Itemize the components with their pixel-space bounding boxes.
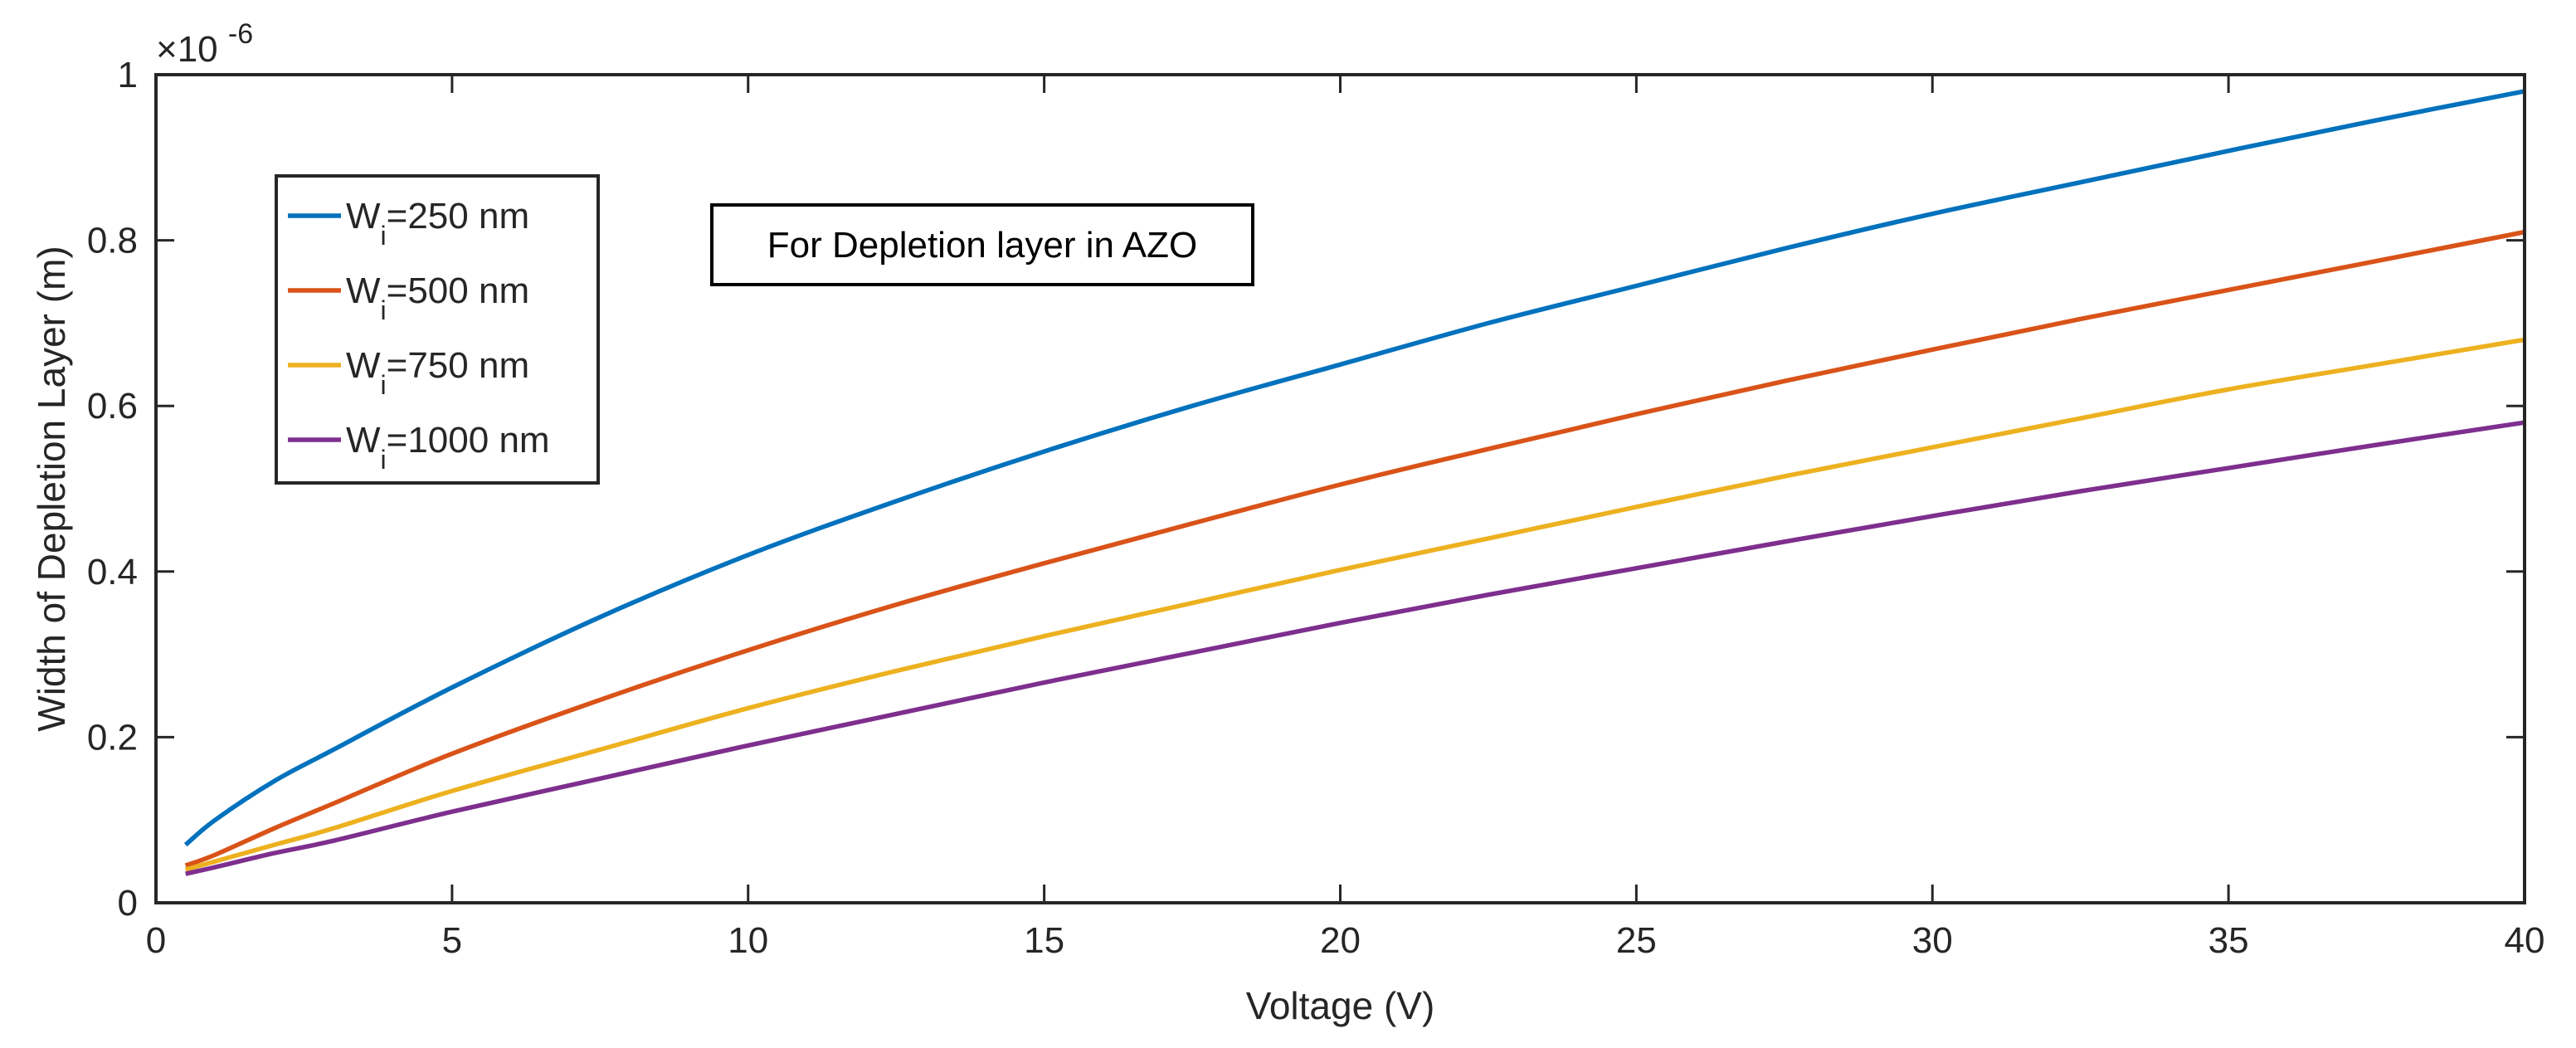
legend-label-1: Wi=250 nm bbox=[346, 196, 529, 251]
axis-tick-labels: 0 5 10 15 20 25 30 35 40 0 0.2 0.4 0.6 0.8 1 bbox=[87, 55, 2545, 961]
series-line-3 bbox=[184, 337, 2525, 872]
y-tick-label: 0.2 bbox=[87, 717, 138, 758]
series-line-2 bbox=[184, 229, 2525, 868]
y-tick-label: 0.6 bbox=[87, 386, 138, 427]
y-tick-label: 0.4 bbox=[87, 552, 138, 592]
x-axis-label: Voltage (V) bbox=[1246, 984, 1435, 1027]
series-lines bbox=[183, 89, 2525, 876]
y-axis-label: Width of Depletion Layer (m) bbox=[30, 246, 73, 731]
x-tick-label: 15 bbox=[1024, 920, 1064, 961]
x-tick-label: 30 bbox=[1912, 920, 1953, 961]
plot-area-frame bbox=[154, 73, 2526, 904]
legend-label-4: Wi=1000 nm bbox=[346, 420, 550, 475]
x-tick-label: 25 bbox=[1616, 920, 1657, 961]
legend-label-main: W bbox=[346, 271, 381, 311]
y-axis-multiplier: ×10 bbox=[156, 29, 218, 70]
legend-label-subscript: i bbox=[381, 445, 387, 475]
x-tick-label: 5 bbox=[442, 920, 462, 961]
y-axis-exponent: ×10 -6 bbox=[156, 18, 253, 70]
x-tick-label: 35 bbox=[2208, 920, 2249, 961]
legend-label-subscript: i bbox=[381, 295, 387, 325]
y-tick-label: 0.8 bbox=[87, 221, 138, 261]
legend-label-rest: =750 nm bbox=[387, 345, 529, 386]
legend-label-3: Wi=750 nm bbox=[346, 345, 529, 400]
annotation-text: For Depletion layer in AZO bbox=[767, 225, 1197, 266]
x-tick-label: 20 bbox=[1320, 920, 1361, 961]
legend-label-main: W bbox=[346, 420, 381, 461]
y-tick-label: 1 bbox=[118, 55, 138, 95]
legend-label-rest: =500 nm bbox=[387, 271, 529, 311]
y-axis-exponent-value: -6 bbox=[228, 18, 253, 50]
x-tick-label: 10 bbox=[728, 920, 768, 961]
x-tick-label: 40 bbox=[2505, 920, 2545, 961]
y-tick-label: 0 bbox=[118, 883, 138, 924]
annotation-box: For Depletion layer in AZO bbox=[710, 203, 1254, 286]
legend-label-main: W bbox=[346, 345, 381, 386]
series-line-4 bbox=[185, 420, 2525, 876]
legend-label-main: W bbox=[346, 196, 381, 236]
legend-label-2: Wi=500 nm bbox=[346, 271, 529, 325]
legend-frame bbox=[275, 174, 600, 485]
x-tick-label: 0 bbox=[146, 920, 166, 961]
legend-label-rest: =1000 nm bbox=[387, 420, 550, 461]
series-line-1 bbox=[183, 89, 2525, 847]
legend-label-subscript: i bbox=[381, 370, 387, 400]
legend-label-subscript: i bbox=[381, 221, 387, 251]
legend-label-rest: =250 nm bbox=[387, 196, 529, 236]
annotation-frame bbox=[710, 203, 1254, 286]
